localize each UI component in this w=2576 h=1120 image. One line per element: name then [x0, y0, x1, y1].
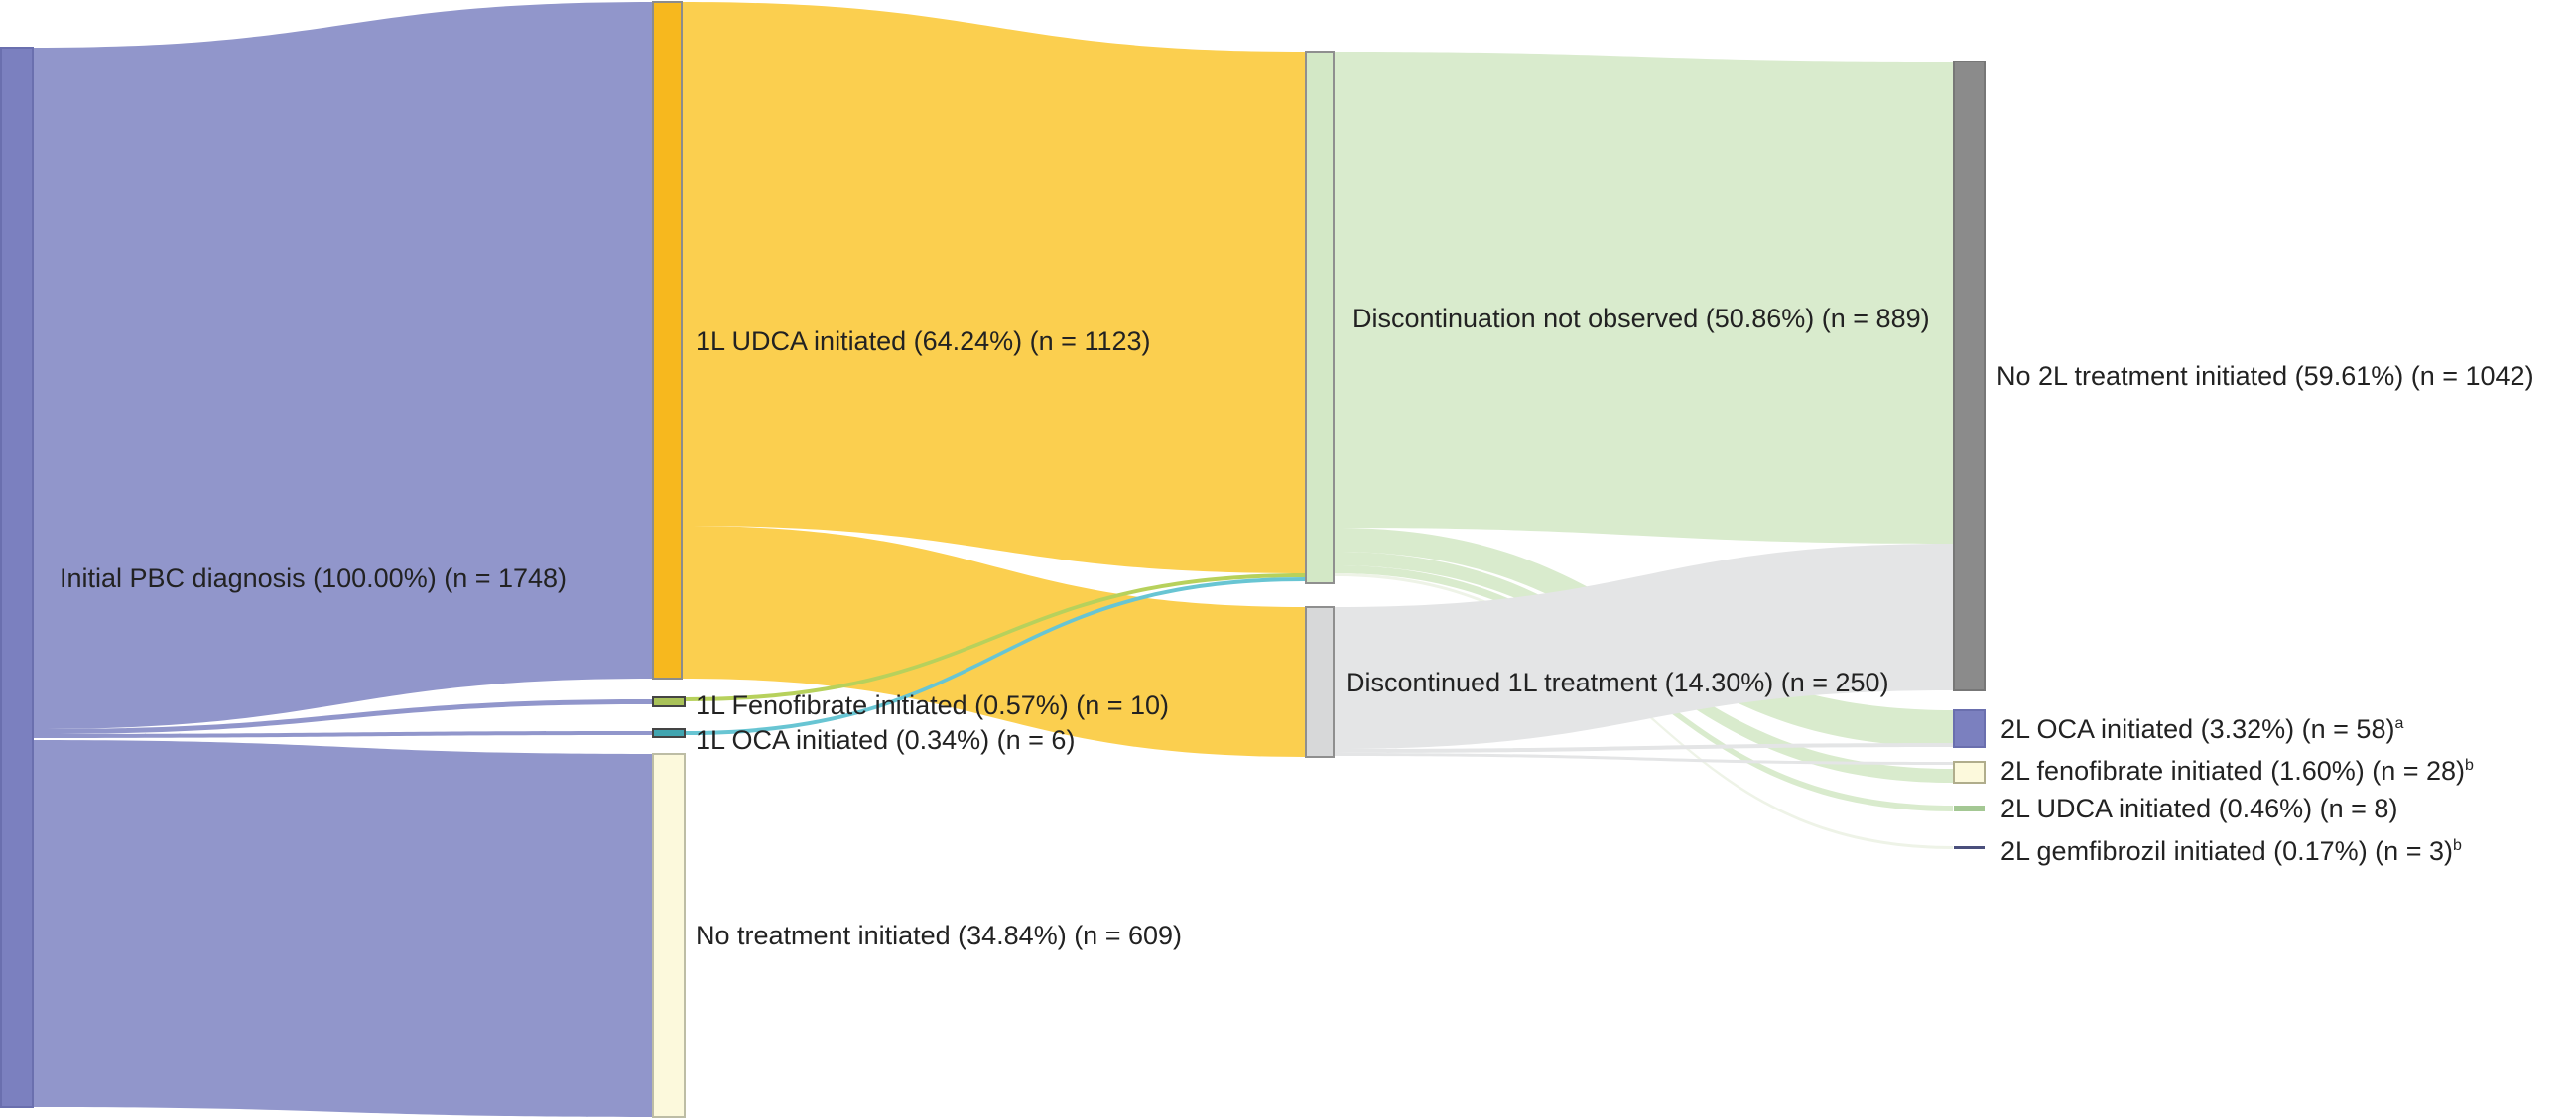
label-superscript-oca2: a: [2394, 715, 2403, 732]
node-oca2: [1953, 709, 1986, 748]
label-superscript-feno2: b: [2465, 757, 2474, 774]
label-initial: Initial PBC diagnosis (100.00%) (n = 174…: [60, 563, 567, 593]
flow-oca-notobs: [686, 577, 1305, 735]
node-notobs: [1305, 51, 1335, 584]
label-udca2: 2L UDCA initiated (0.46%) (n = 8): [2000, 794, 2397, 823]
label-text-initial: Initial PBC diagnosis (100.00%) (n = 174…: [60, 563, 567, 593]
label-superscript-gem2: b: [2453, 837, 2462, 854]
label-text-no2l: No 2L treatment initiated (59.61%) (n = …: [1996, 361, 2534, 391]
node-disc: [1305, 606, 1335, 758]
label-feno2: 2L fenofibrate initiated (1.60%) (n = 28…: [2000, 756, 2474, 786]
node-labels: Initial PBC diagnosis (100.00%) (n = 174…: [60, 304, 2534, 950]
label-text-feno1: 1L Fenofibrate initiated (0.57%) (n = 10…: [696, 690, 1169, 720]
node-udca2: [1954, 806, 1985, 811]
flow-initial-none: [34, 740, 652, 1117]
label-notobs: Discontinuation not observed (50.86%) (n…: [1352, 304, 1930, 333]
label-text-udca2: 2L UDCA initiated (0.46%) (n = 8): [2000, 794, 2397, 823]
flow-disc-no2l: [1335, 544, 1953, 749]
flow-udca-disc: [683, 526, 1305, 757]
label-text-disc: Discontinued 1L treatment (14.30%) (n = …: [1346, 668, 1889, 697]
label-no2l: No 2L treatment initiated (59.61%) (n = …: [1996, 361, 2534, 391]
label-text-oca1: 1L OCA initiated (0.34%) (n = 6): [696, 725, 1075, 755]
label-gem2: 2L gemfibrozil initiated (0.17%) (n = 3)…: [2000, 836, 2462, 866]
flow-links: [34, 2, 1953, 1117]
label-text-feno2: 2L fenofibrate initiated (1.60%) (n = 28…: [2000, 756, 2465, 786]
label-udca1: 1L UDCA initiated (64.24%) (n = 1123): [696, 326, 1151, 356]
flow-udca-notobs: [683, 2, 1305, 573]
label-oca1: 1L OCA initiated (0.34%) (n = 6): [696, 725, 1075, 755]
label-text-udca1: 1L UDCA initiated (64.24%) (n = 1123): [696, 326, 1151, 356]
node-feno1: [652, 696, 686, 707]
label-text-oca2: 2L OCA initiated (3.32%) (n = 58): [2000, 714, 2394, 744]
flow-notobs-no2l: [1335, 52, 1953, 544]
label-oca2: 2L OCA initiated (3.32%) (n = 58)a: [2000, 714, 2403, 744]
flow-nodes: [0, 1, 1986, 1118]
node-none: [652, 753, 686, 1118]
node-feno2: [1953, 761, 1986, 784]
label-disc: Discontinued 1L treatment (14.30%) (n = …: [1346, 668, 1889, 697]
label-none: No treatment initiated (34.84%) (n = 609…: [696, 921, 1182, 950]
node-no2l: [1953, 61, 1986, 691]
label-text-none: No treatment initiated (34.84%) (n = 609…: [696, 921, 1182, 950]
flow-disc-oca2: [1335, 743, 1953, 753]
label-text-notobs: Discontinuation not observed (50.86%) (n…: [1352, 304, 1930, 333]
node-udca1: [652, 1, 683, 680]
flow-initial-feno: [34, 699, 652, 734]
node-oca1: [652, 728, 686, 738]
flow-initial-udca: [34, 2, 652, 729]
label-text-gem2: 2L gemfibrozil initiated (0.17%) (n = 3): [2000, 836, 2453, 866]
label-feno1: 1L Fenofibrate initiated (0.57%) (n = 10…: [696, 690, 1169, 720]
flow-initial-oca: [34, 731, 652, 738]
flow-feno-notobs: [686, 573, 1305, 701]
node-gem2: [1954, 846, 1985, 849]
node-initial: [0, 47, 34, 1108]
flow-disc-feno2: [1335, 753, 1953, 765]
